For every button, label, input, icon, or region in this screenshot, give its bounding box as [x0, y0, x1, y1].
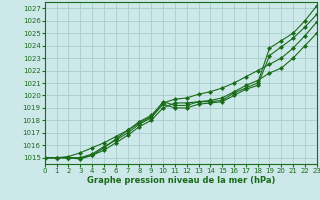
X-axis label: Graphe pression niveau de la mer (hPa): Graphe pression niveau de la mer (hPa) [87, 176, 275, 185]
